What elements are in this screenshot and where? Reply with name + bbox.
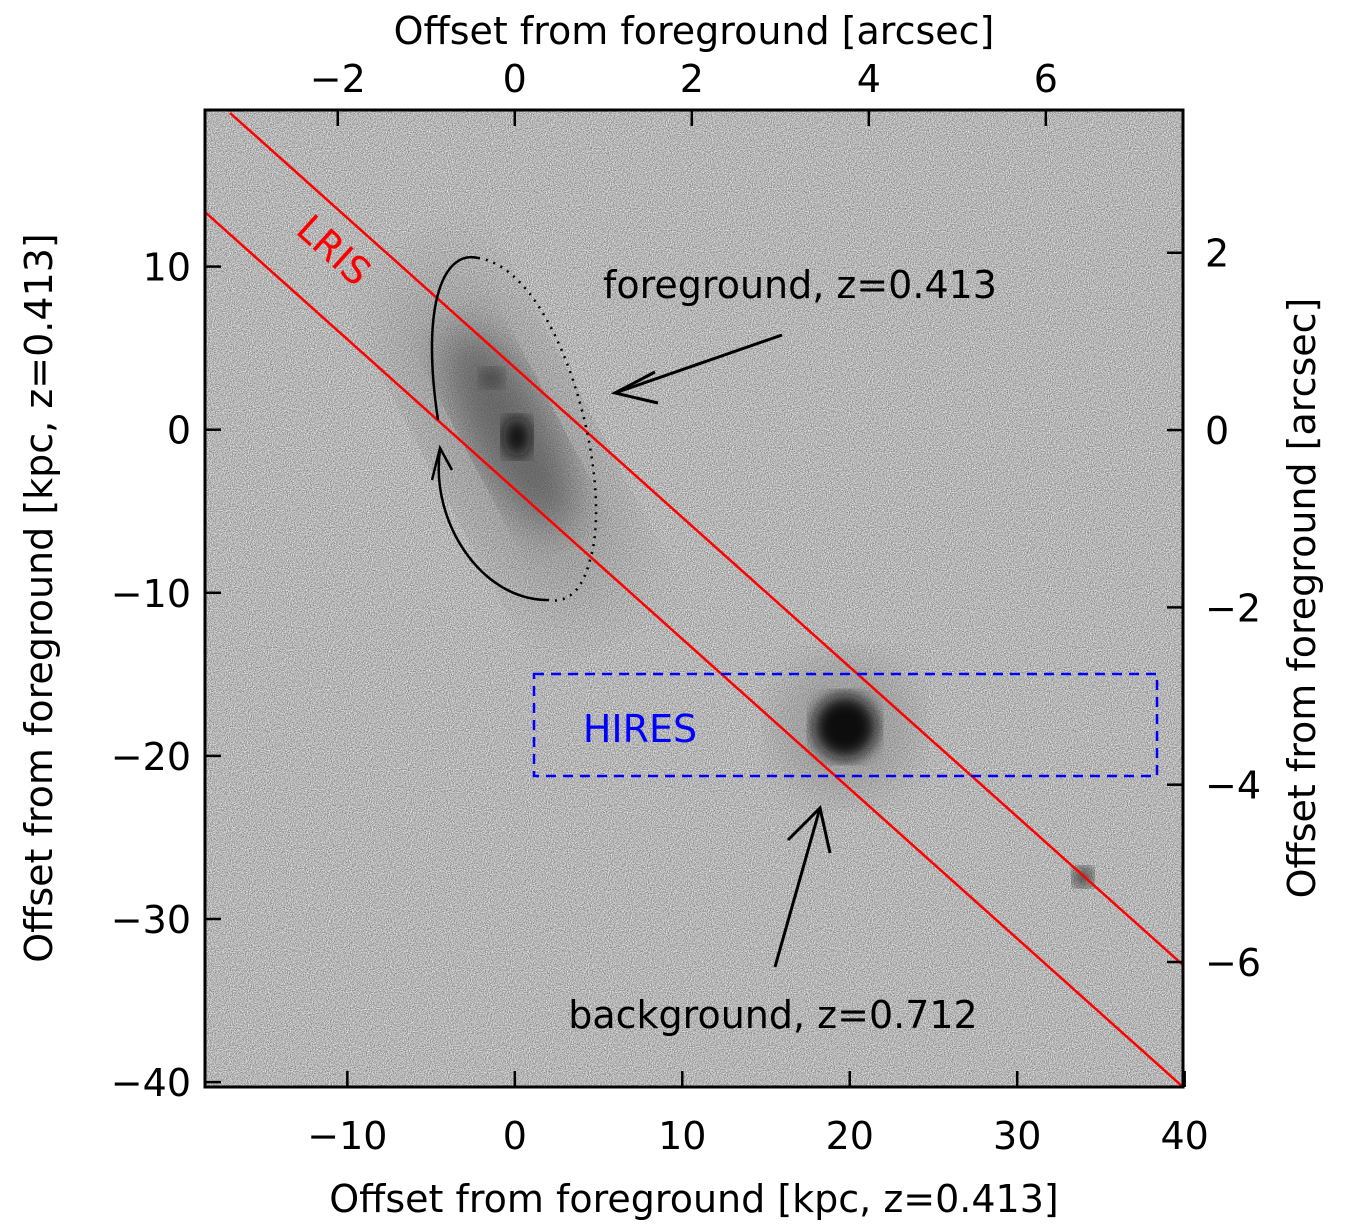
y-tick-label: −30 <box>111 898 191 942</box>
x2-tick-label: 0 <box>503 57 527 101</box>
x2-tick-label: 6 <box>1034 57 1058 101</box>
x-tick-label: 0 <box>503 1114 527 1158</box>
y2-tick-label: −6 <box>1205 941 1261 985</box>
y2-tick-label: 0 <box>1205 409 1229 453</box>
y-tick-label: 0 <box>167 409 191 453</box>
x-tick-label: 20 <box>826 1114 874 1158</box>
y2-axis-label: Offset from foreground [arcsec] <box>1280 298 1324 899</box>
x2-axis-label: Offset from foreground [arcsec] <box>394 9 995 53</box>
y-tick-label: −10 <box>111 572 191 616</box>
x-tick-label: 40 <box>1160 1114 1208 1158</box>
x-tick-label: −10 <box>307 1114 387 1158</box>
y2-tick-label: 2 <box>1205 232 1229 276</box>
x2-tick-label: −2 <box>310 57 366 101</box>
x-tick-label: 30 <box>993 1114 1041 1158</box>
figure: LRIS HIRES foreground, z=0.413 backgroun… <box>0 0 1356 1230</box>
y-tick-label: −40 <box>111 1061 191 1105</box>
x2-tick-label: 2 <box>680 57 704 101</box>
x-tick-label: 10 <box>658 1114 706 1158</box>
background-label: background, z=0.712 <box>568 993 977 1037</box>
x2-tick-label: 4 <box>857 57 881 101</box>
y2-tick-label: −2 <box>1205 586 1261 630</box>
hires-label: HIRES <box>583 707 697 751</box>
x-axis-label: Offset from foreground [kpc, z=0.413] <box>329 1177 1058 1221</box>
y-axis-label: Offset from foreground [kpc, z=0.413] <box>17 233 61 962</box>
y2-tick-label: −4 <box>1205 764 1261 808</box>
y-tick-label: 10 <box>143 246 191 290</box>
foreground-label: foreground, z=0.413 <box>603 263 997 307</box>
y-tick-label: −20 <box>111 735 191 779</box>
